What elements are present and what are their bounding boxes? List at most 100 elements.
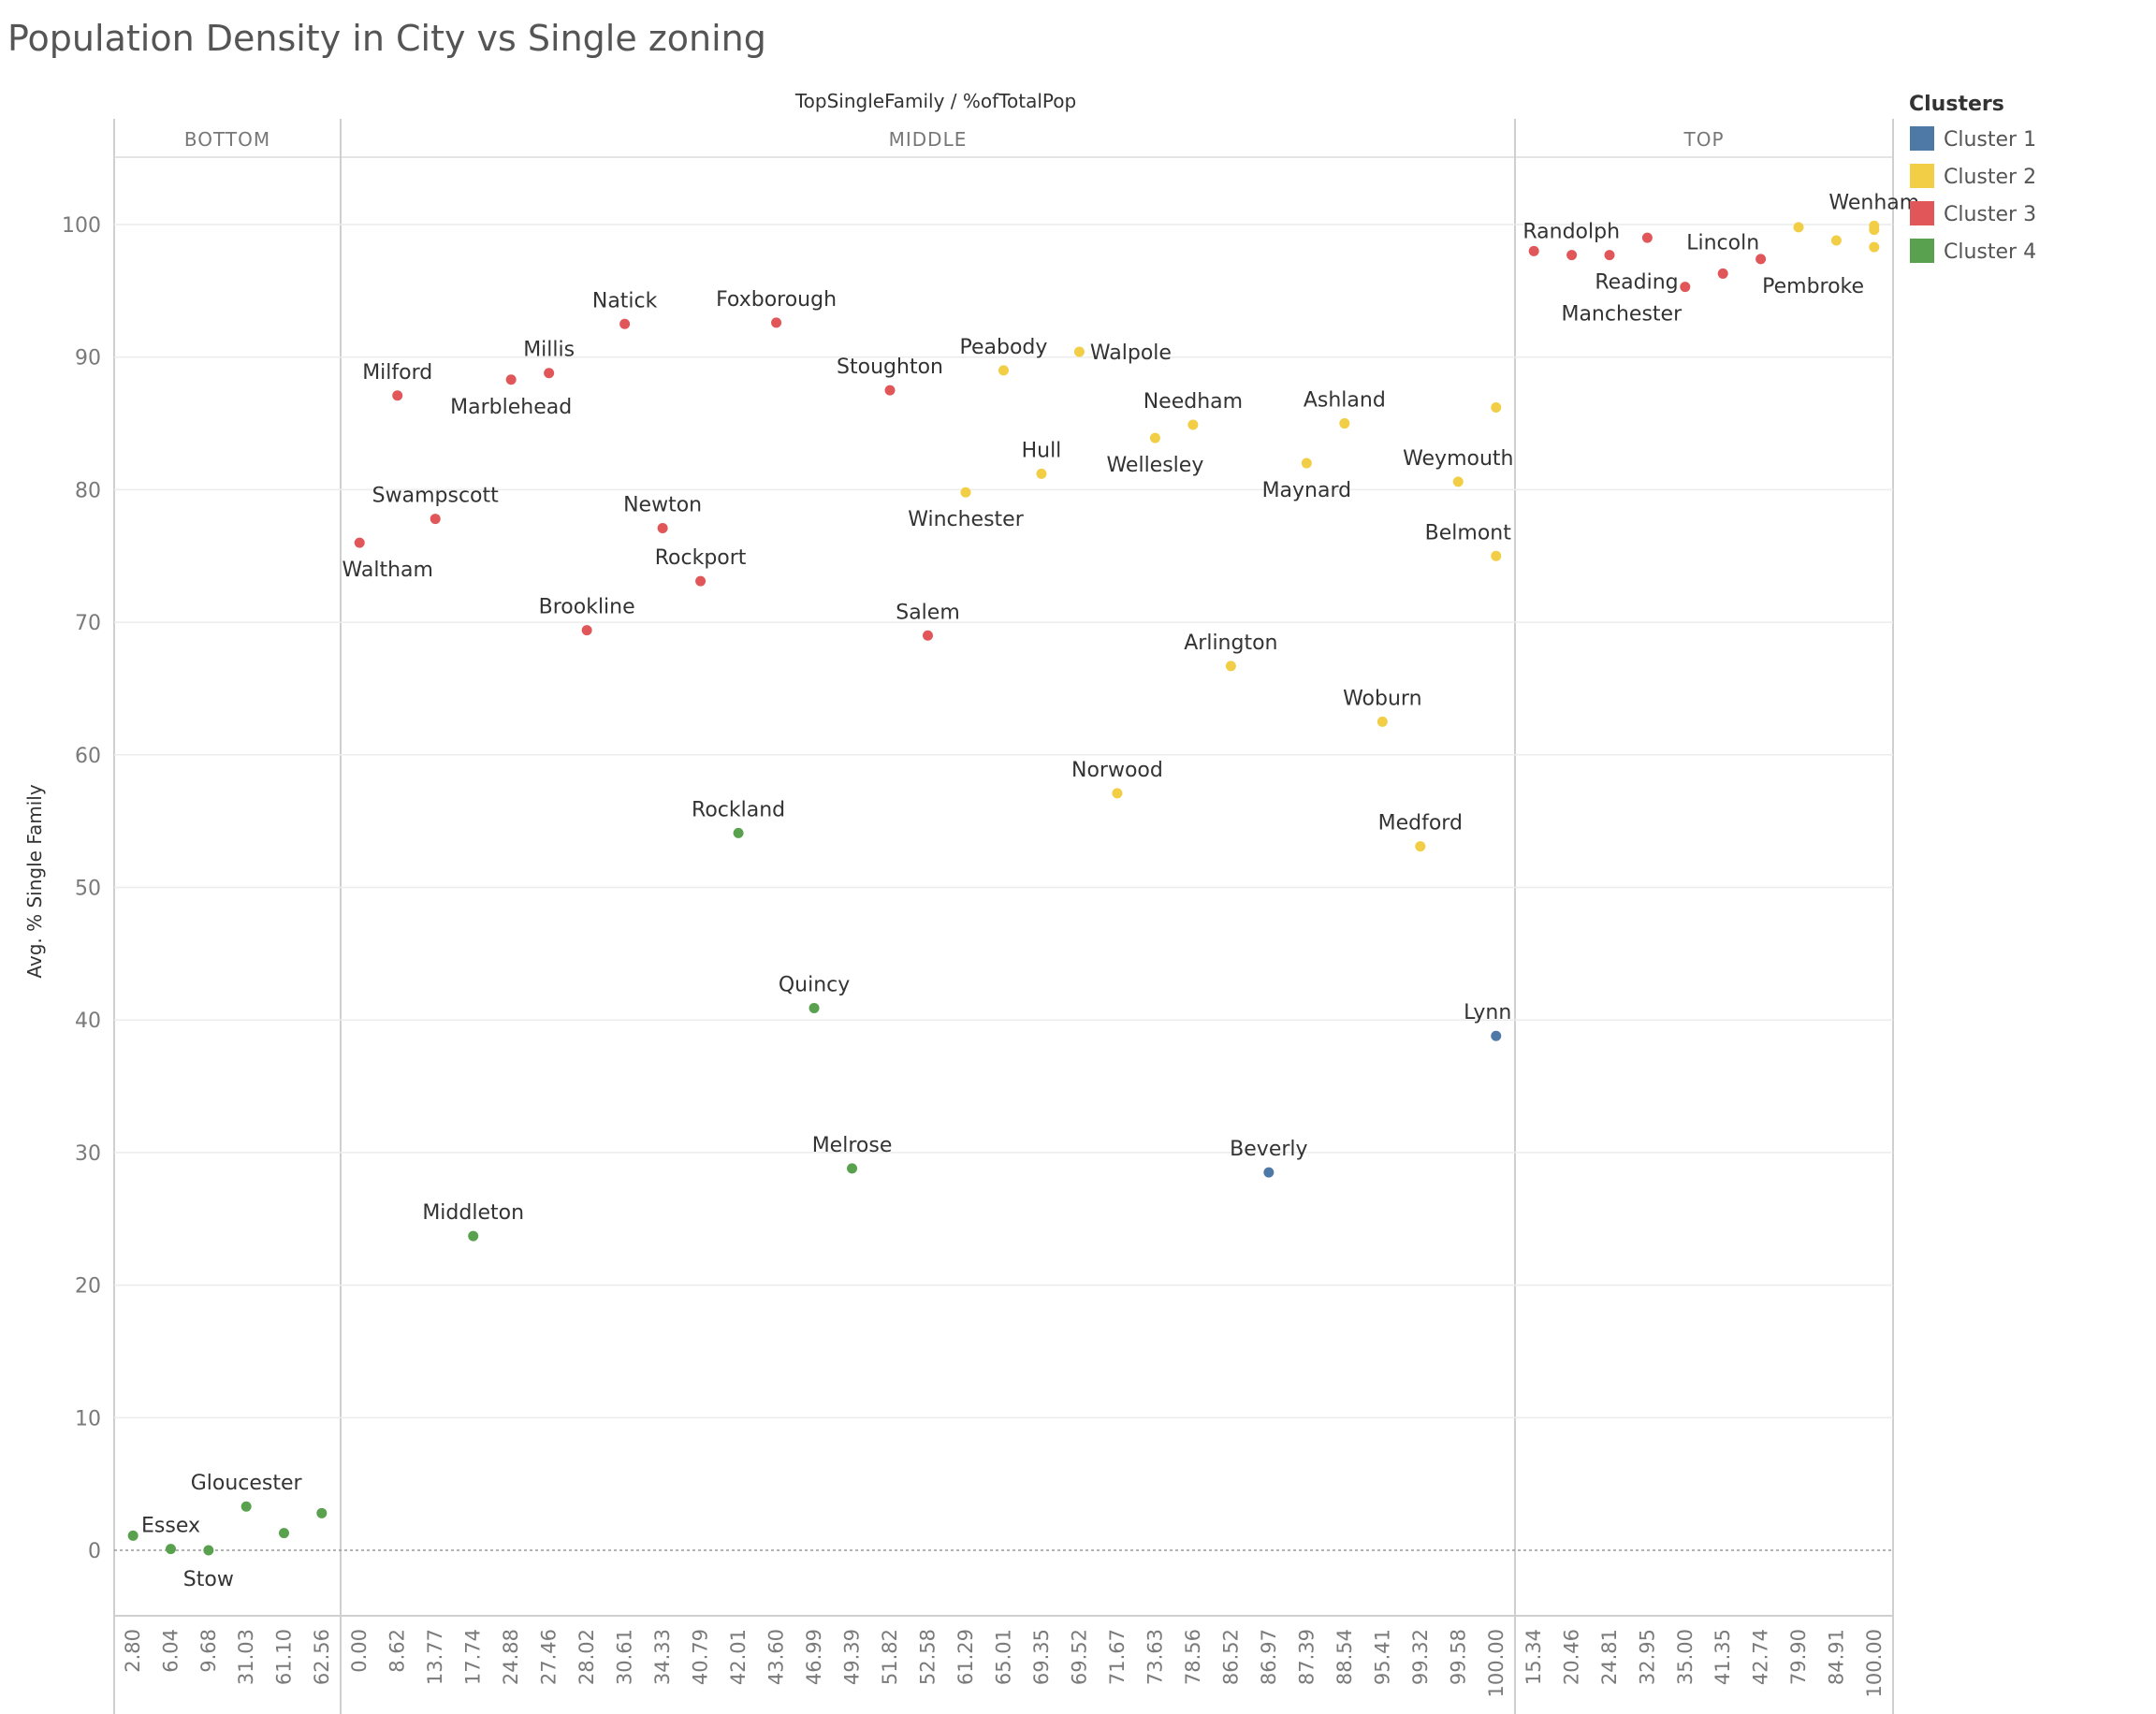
x-tick-label: 42.01	[727, 1629, 750, 1685]
y-tick-label: 20	[75, 1275, 101, 1299]
legend[interactable]: Clusters Cluster 1 Cluster 2 Cluster 3 Clust…	[1909, 93, 2036, 264]
point-label: Needham	[1144, 390, 1243, 414]
y-tick-label: 80	[75, 479, 101, 502]
data-point	[127, 1530, 138, 1541]
data-point	[316, 1507, 328, 1518]
data-point	[1491, 550, 1502, 561]
x-tick-label: 34.33	[651, 1629, 674, 1685]
point-label: Natick	[592, 289, 658, 312]
x-tick-label: 32.95	[1636, 1629, 1658, 1685]
data-point	[1225, 661, 1236, 672]
x-tick-label: 30.61	[614, 1629, 636, 1685]
legend-item-label: Cluster 2	[1944, 166, 2036, 189]
data-point	[203, 1545, 214, 1556]
x-tick-label: 71.67	[1106, 1629, 1129, 1685]
data-point	[1566, 250, 1578, 261]
point-labels: Essex Stow Gloucester Waltham Milford Swampsc…	[141, 191, 1919, 1591]
y-tick-label: 0	[88, 1540, 101, 1563]
panel-headers: BOTTOM MIDDLE TOP	[184, 128, 1724, 151]
x-tick-label: 69.35	[1030, 1629, 1053, 1685]
data-point	[960, 487, 971, 498]
y-tick-label: 30	[75, 1142, 101, 1166]
data-point	[1036, 468, 1047, 479]
chart-title: Population Density in City vs Single zon…	[7, 18, 766, 59]
data-point	[1339, 418, 1350, 429]
point-label: Belmont	[1425, 521, 1512, 545]
x-tick-label: 13.77	[424, 1629, 446, 1685]
point-label: Maynard	[1262, 479, 1352, 502]
point-label: Waltham	[342, 559, 433, 582]
data-point	[1641, 232, 1653, 243]
point-label: Norwood	[1071, 759, 1163, 782]
x-tick-label: 24.81	[1598, 1629, 1621, 1685]
point-label: Quincy	[779, 973, 850, 996]
x-tick-label: 52.58	[917, 1629, 940, 1685]
x-tick-label: 41.35	[1712, 1629, 1734, 1685]
data-point	[884, 385, 896, 396]
x-tick-label: 17.74	[462, 1629, 485, 1685]
y-tick-label: 60	[75, 745, 101, 768]
plot-frame	[113, 119, 1894, 1714]
point-label: Essex	[141, 1515, 200, 1538]
legend-item-label: Cluster 4	[1944, 240, 2036, 264]
x-tick-label: 40.79	[690, 1629, 712, 1685]
data-point	[430, 514, 441, 525]
point-label: Beverly	[1230, 1138, 1307, 1161]
column-header: TopSingleFamily / %ofTotalPop	[794, 90, 1076, 112]
x-tick-label: 0.00	[348, 1629, 371, 1673]
x-tick-label: 100.00	[1863, 1629, 1886, 1697]
point-label: Swampscott	[372, 485, 499, 508]
data-point	[1263, 1167, 1275, 1178]
x-tick-label: 99.32	[1409, 1629, 1432, 1685]
x-tick-label: 9.68	[197, 1629, 220, 1673]
legend-swatch	[1910, 239, 1934, 263]
data-point	[1112, 788, 1123, 799]
x-tick-label: 8.62	[386, 1629, 409, 1673]
data-point	[392, 390, 403, 401]
point-label: Manchester	[1561, 303, 1683, 327]
data-point	[657, 522, 668, 533]
legend-swatch	[1910, 126, 1934, 151]
data-point	[1149, 432, 1160, 443]
point-label: Pembroke	[1762, 275, 1864, 298]
x-tick-label: 2.80	[122, 1629, 144, 1673]
data-point	[1377, 716, 1388, 727]
data-point	[354, 537, 365, 548]
legend-swatch	[1910, 201, 1934, 225]
x-tick-label: 65.01	[992, 1629, 1014, 1685]
y-tick-label: 40	[75, 1010, 101, 1033]
data-point	[1187, 419, 1199, 430]
panel-header: TOP	[1683, 128, 1724, 151]
data-point	[1491, 402, 1502, 414]
y-tick-label: 50	[75, 878, 101, 901]
data-point	[1869, 241, 1880, 253]
point-label: Lynn	[1464, 1001, 1511, 1024]
x-tick-label: 100.00	[1485, 1629, 1508, 1697]
x-tick-label: 49.39	[841, 1629, 864, 1685]
x-tick-label: 73.63	[1144, 1629, 1166, 1685]
point-label: Wellesley	[1106, 454, 1203, 477]
point-label: Brookline	[539, 596, 635, 619]
data-point	[619, 318, 631, 329]
data-point	[1680, 282, 1691, 293]
point-label: Stow	[183, 1568, 234, 1591]
point-label: Reading	[1595, 271, 1678, 295]
panel-header: BOTTOM	[184, 128, 270, 151]
point-label: Peabody	[960, 336, 1048, 359]
data-point	[1869, 225, 1880, 236]
y-axis: 0 10 20 30 40 50 60 70 80 90 100 Avg. % Single Fami…	[23, 214, 101, 1563]
point-label: Weymouth	[1403, 447, 1513, 471]
x-tick-label: 69.52	[1068, 1629, 1090, 1685]
data-point	[240, 1501, 252, 1512]
point-label: Ashland	[1304, 389, 1386, 413]
legend-item-label: Cluster 3	[1944, 203, 2036, 226]
x-tick-label: 46.99	[803, 1629, 825, 1685]
data-point	[1830, 235, 1842, 246]
point-label: Stoughton	[837, 356, 943, 379]
x-tick-label: 86.97	[1258, 1629, 1280, 1685]
y-axis-title: Avg. % Single Family	[23, 784, 46, 978]
data-point	[468, 1230, 479, 1242]
x-tick-label: 42.74	[1750, 1629, 1772, 1685]
legend-swatch	[1910, 164, 1934, 188]
data-point	[544, 368, 555, 379]
